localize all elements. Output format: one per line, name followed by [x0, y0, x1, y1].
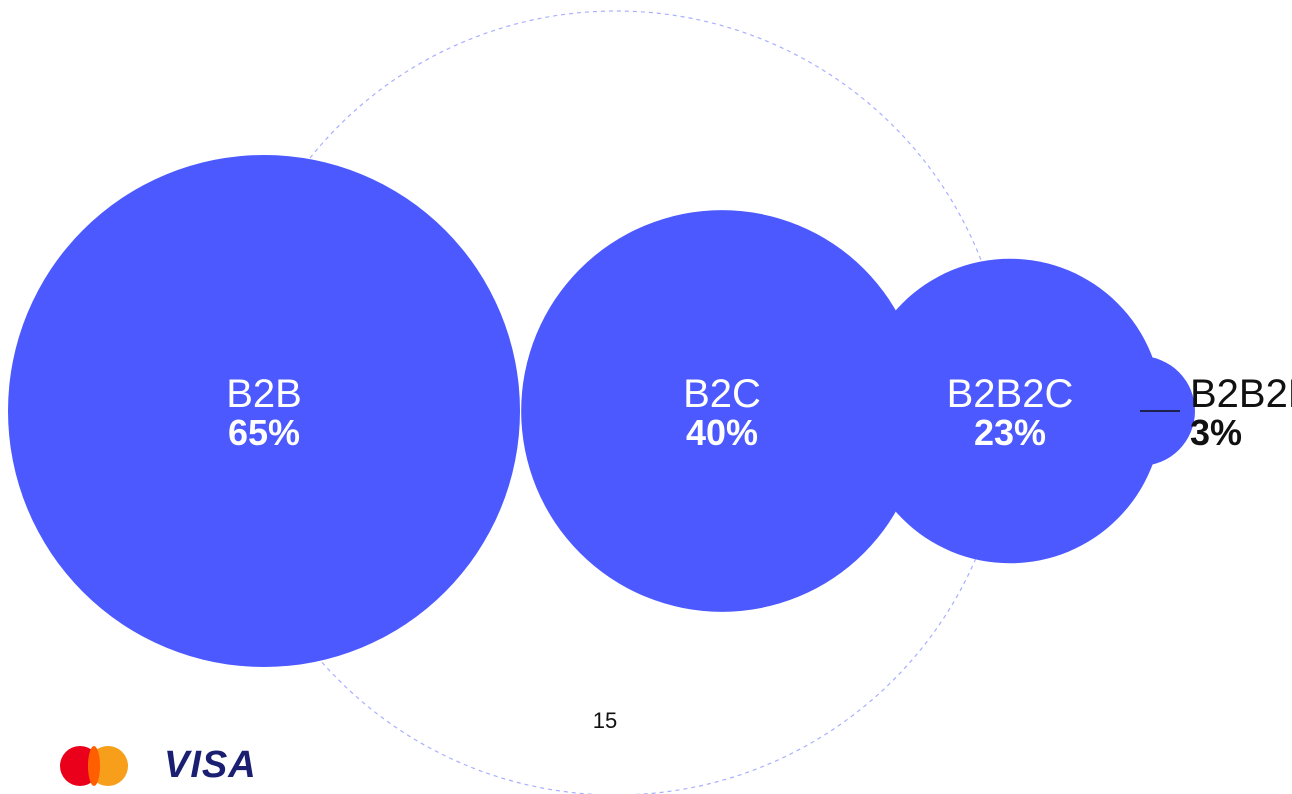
bubble-b2c	[521, 210, 923, 612]
bubble-value-b2b2b: 3%	[1190, 412, 1242, 453]
bubble-b2b	[8, 155, 520, 667]
bubble-label-b2c: B2C	[683, 372, 761, 416]
bubble-value-b2b: 65%	[228, 412, 300, 453]
bubble-label-b2b2c: B2B2C	[947, 372, 1074, 416]
bubble-label-b2b2b: B2B2B	[1190, 372, 1292, 416]
mastercard-logo-icon	[60, 746, 132, 786]
mastercard-overlap	[88, 746, 100, 786]
page-number: 15	[592, 708, 618, 733]
visa-logo: VISA	[164, 744, 257, 786]
bubble-value-b2b2c: 23%	[974, 412, 1046, 453]
payment-logos: VISA	[60, 744, 290, 786]
bubble-value-b2c: 40%	[686, 412, 758, 453]
bubble-label-b2b: B2B	[226, 372, 302, 416]
bubble-b2b2c	[857, 258, 1163, 564]
